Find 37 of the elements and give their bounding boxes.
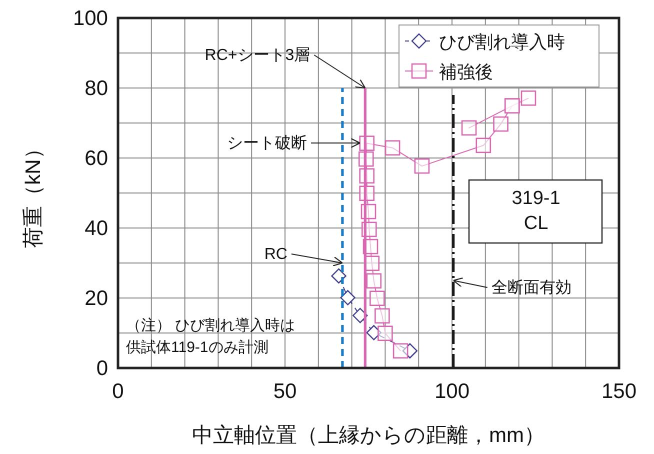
point xyxy=(384,140,400,156)
point xyxy=(366,273,382,288)
x-tick-label: 0 xyxy=(112,380,124,403)
x-axis-title: 中立軸位置（上縁からの距離，mm） xyxy=(192,424,545,447)
annotation: 全断面有効 xyxy=(491,278,572,296)
point xyxy=(331,268,346,284)
annotation: RC xyxy=(264,246,288,263)
point xyxy=(378,326,393,341)
point xyxy=(461,120,477,136)
point xyxy=(520,90,536,106)
y-tick-label: 80 xyxy=(84,77,108,100)
point xyxy=(340,290,356,306)
point xyxy=(402,343,418,358)
annotation: 319-1 CL xyxy=(512,188,560,234)
y-tick-label: 40 xyxy=(84,217,108,240)
legend-label: ひび割れ導入時 xyxy=(439,32,565,52)
point xyxy=(414,158,430,174)
x-tick-label: 50 xyxy=(273,380,297,403)
point xyxy=(392,343,408,358)
annotation-box: 319-1 CL xyxy=(468,179,603,244)
annotation: シート破断 xyxy=(227,134,307,152)
legend-label: 補強後 xyxy=(439,62,493,82)
annotation: （注） ひび割れ導入時は xyxy=(126,317,296,334)
point xyxy=(374,308,390,324)
point xyxy=(476,138,492,154)
annotation: RC+シート3層 xyxy=(204,47,310,64)
point xyxy=(493,116,508,132)
x-tick-label: 100 xyxy=(434,380,470,403)
y-tick-label: 100 xyxy=(72,7,108,30)
y-tick-label: 20 xyxy=(84,287,108,310)
x-tick-label: 150 xyxy=(601,380,637,403)
annotation: 供試体119-1のみ計測 xyxy=(126,339,268,356)
y-tick-label: 0 xyxy=(96,357,108,380)
y-axis-title: 荷重（kN） xyxy=(22,138,45,248)
y-tick-label: 60 xyxy=(84,147,108,170)
point xyxy=(370,290,385,306)
point xyxy=(366,325,382,340)
